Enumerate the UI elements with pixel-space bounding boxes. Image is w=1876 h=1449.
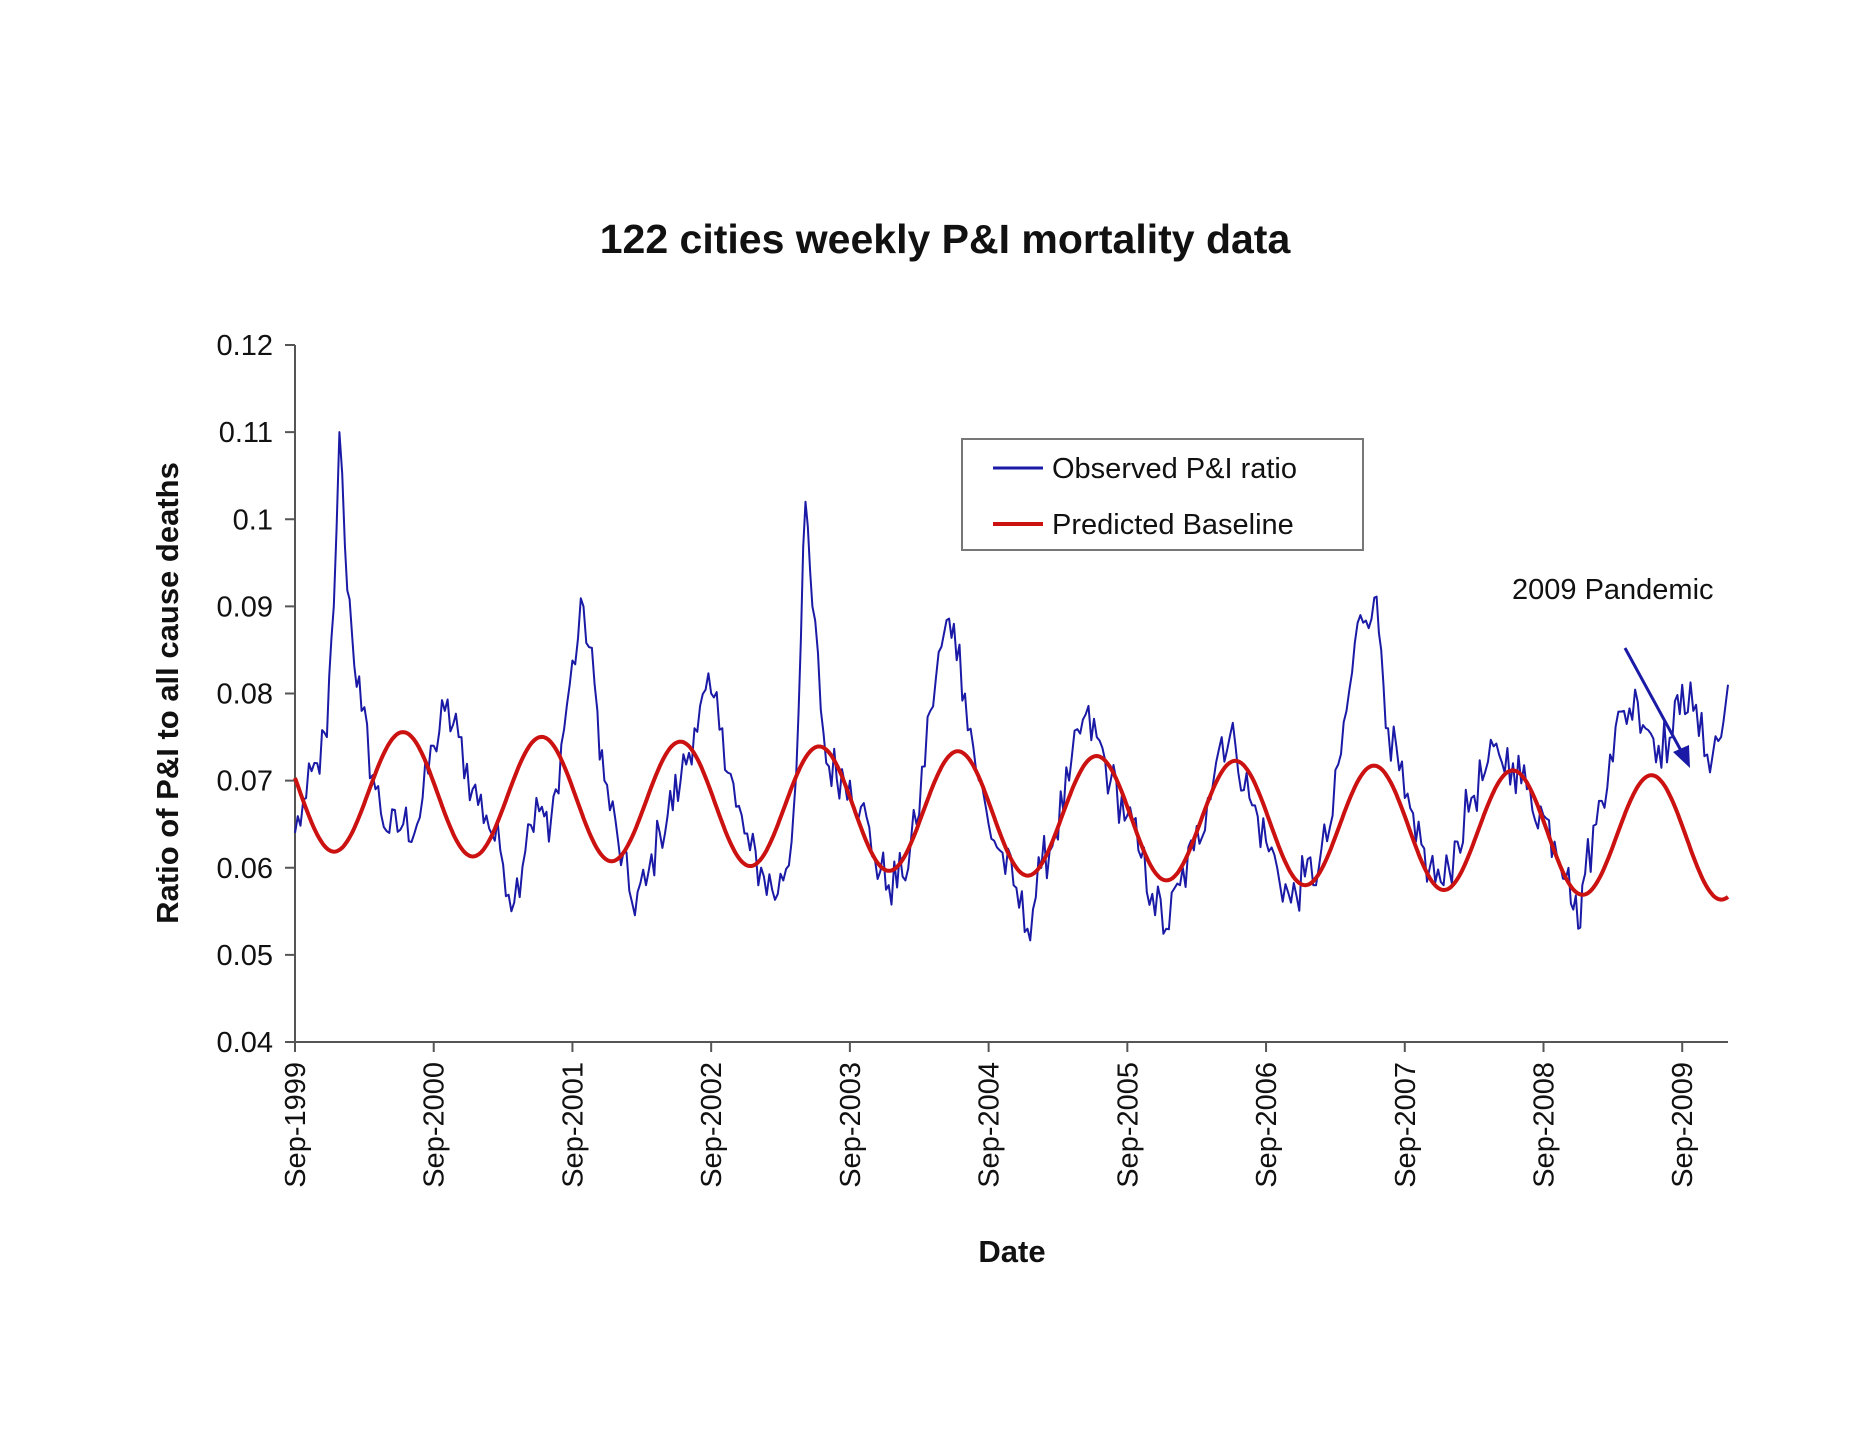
- x-tick-label: Sep-2005: [1112, 1062, 1144, 1188]
- y-ticks: 0.04 0.05 0.06 0.07 0.08 0.09 0.1 0.11 0.12: [217, 330, 295, 1059]
- x-tick-label: Sep-2008: [1528, 1062, 1560, 1188]
- x-ticks: Sep-1999 Sep-2000 Sep-2001 Sep-2002 Sep-2003…: [280, 1042, 1699, 1188]
- annotation-label: 2009 Pandemic: [1512, 574, 1714, 606]
- y-tick-label: 0.06: [217, 853, 273, 885]
- legend-box: [961, 438, 1364, 551]
- x-tick-label: Sep-2007: [1390, 1062, 1422, 1188]
- x-axis-title: Date: [978, 1234, 1045, 1269]
- y-tick-label: 0.07: [217, 766, 273, 798]
- series-line-baseline: [293, 730, 1730, 902]
- x-tick-label: Sep-2009: [1667, 1062, 1699, 1188]
- series-line-observed: [294, 431, 1729, 942]
- x-tick-label: Sep-2003: [835, 1062, 867, 1188]
- chart-title: 122 cities weekly P&I mortality data: [600, 216, 1292, 262]
- legend-label-baseline: Predicted Baseline: [1052, 509, 1294, 541]
- y-tick-label: 0.12: [217, 330, 273, 362]
- legend: Observed P&I ratio Predicted Baseline: [961, 438, 1364, 551]
- series-layer: [293, 431, 1730, 942]
- x-tick-label: Sep-2000: [419, 1062, 451, 1188]
- legend-label-observed: Observed P&I ratio: [1052, 453, 1297, 485]
- x-tick-label: Sep-2004: [974, 1062, 1006, 1188]
- x-tick-label: Sep-2001: [557, 1062, 589, 1188]
- y-tick-label: 0.04: [217, 1027, 273, 1059]
- y-tick-label: 0.09: [217, 591, 273, 623]
- y-tick-label: 0.1: [233, 504, 273, 536]
- y-tick-label: 0.05: [217, 940, 273, 972]
- annotation-arrow-head: [1673, 745, 1690, 768]
- x-tick-label: Sep-2002: [696, 1062, 728, 1188]
- pandemic-annotation: 2009 Pandemic: [1512, 574, 1714, 768]
- y-axis-title: Ratio of P&I to all cause deaths: [150, 462, 185, 924]
- x-tick-label: Sep-1999: [280, 1062, 312, 1188]
- annotation-arrow-shaft: [1623, 647, 1687, 759]
- plot-area: 0.04 0.05 0.06 0.07 0.08 0.09 0.1 0.11 0.12 Sep-…: [217, 330, 1730, 1188]
- x-tick-label: Sep-2006: [1251, 1062, 1283, 1188]
- y-tick-label: 0.11: [219, 417, 273, 449]
- y-tick-label: 0.08: [217, 679, 273, 711]
